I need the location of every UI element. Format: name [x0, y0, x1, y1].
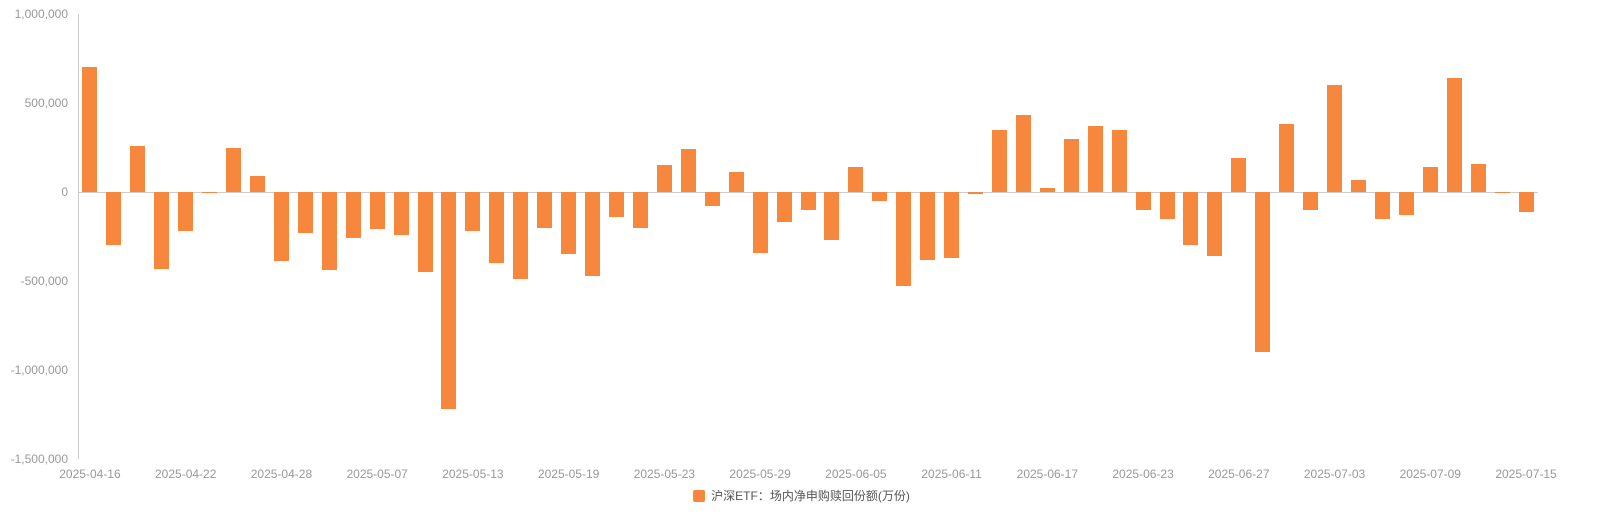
bar-2025-06-12 [968, 192, 984, 194]
y-axis-label: -1,500,000 [10, 452, 68, 466]
bar-2025-06-05 [848, 167, 864, 192]
bar-2025-04-29 [297, 192, 313, 233]
bar-2025-05-06 [345, 192, 361, 239]
x-axis-label: 2025-06-23 [1112, 467, 1174, 481]
x-axis-label: 2025-06-27 [1208, 467, 1270, 481]
x-axis-label: 2025-04-28 [250, 467, 313, 481]
bar-2025-07-01 [1279, 124, 1295, 192]
bar-2025-07-09 [1422, 167, 1438, 192]
bar-2025-05-26 [680, 149, 696, 192]
x-axis-label: 2025-06-11 [921, 467, 982, 481]
bar-2025-05-28 [728, 172, 744, 192]
bar-2025-04-30 [321, 192, 337, 271]
x-axis-label: 2025-07-03 [1303, 467, 1366, 481]
bar-2025-07-07 [1374, 192, 1390, 219]
legend-color-marker [693, 489, 706, 502]
bar-2025-06-24 [1159, 192, 1175, 219]
bar-2025-07-08 [1398, 192, 1414, 216]
y-axis-label: 500,000 [24, 96, 68, 110]
bar-2025-04-23 [202, 192, 218, 193]
bar-2025-06-18 [1063, 138, 1079, 192]
bar-2025-06-20 [1111, 129, 1127, 192]
bar-2025-05-08 [393, 192, 409, 235]
bar-2025-05-14 [489, 192, 505, 264]
bar-2025-06-26 [1207, 192, 1223, 257]
bar-2025-06-06 [872, 192, 888, 201]
bar-2025-05-23 [656, 165, 672, 192]
legend-item[interactable]: 沪深ETF：场内净申购赎回份额(万份) [0, 487, 1603, 504]
bar-2025-05-20 [585, 192, 601, 276]
bar-2025-06-13 [991, 129, 1007, 192]
x-axis-label: 2025-05-19 [537, 467, 600, 481]
bar-2025-05-27 [704, 192, 720, 207]
bar-2025-05-29 [752, 192, 768, 253]
bar-2025-05-09 [417, 192, 433, 273]
bar-2025-05-16 [537, 192, 553, 228]
legend-label: 沪深ETF：场内净申购赎回份额(万份) [711, 489, 910, 503]
y-axis-label: 1,000,000 [14, 7, 68, 21]
bar-2025-06-11 [944, 192, 960, 258]
bar-2025-05-15 [513, 192, 529, 280]
x-axis-label: 2025-07-15 [1495, 467, 1557, 481]
bar-2025-06-16 [1015, 115, 1031, 192]
x-axis-label: 2025-07-09 [1399, 467, 1461, 481]
bar-2025-04-21 [154, 192, 170, 269]
bar-2025-07-14 [1494, 192, 1510, 193]
bar-2025-04-18 [130, 145, 146, 192]
x-axis-label: 2025-06-05 [825, 467, 887, 481]
x-axis-label: 2025-05-23 [633, 467, 696, 481]
x-axis-label: 2025-06-17 [1016, 467, 1079, 481]
x-axis-label: 2025-05-29 [729, 467, 791, 481]
bar-2025-07-10 [1446, 78, 1462, 192]
bar-2025-06-09 [896, 192, 912, 287]
y-axis-label: -1,000,000 [10, 363, 68, 377]
bar-2025-05-30 [776, 192, 792, 223]
y-axis-line [78, 14, 79, 459]
bar-2025-07-04 [1350, 179, 1366, 192]
bar-2025-07-03 [1327, 85, 1343, 192]
bar-2025-06-04 [824, 192, 840, 241]
bar-2025-06-10 [920, 192, 936, 260]
bar-2025-04-22 [178, 192, 194, 232]
bar-2025-07-11 [1470, 163, 1486, 192]
bar-2025-06-30 [1255, 192, 1271, 353]
bar-2025-05-22 [632, 192, 648, 228]
bar-2025-04-17 [106, 192, 122, 246]
bar-2025-06-23 [1135, 192, 1151, 210]
bar-2025-07-15 [1518, 192, 1534, 212]
bar-2025-05-21 [609, 192, 625, 217]
bar-2025-05-07 [369, 192, 385, 230]
y-axis-label: -500,000 [20, 274, 68, 288]
bar-2025-06-27 [1231, 158, 1247, 192]
bar-2025-05-13 [465, 192, 481, 232]
bar-2025-07-02 [1303, 192, 1319, 210]
bar-2025-04-25 [250, 175, 265, 192]
bar-2025-06-19 [1087, 126, 1103, 192]
bar-2025-05-19 [561, 192, 577, 255]
y-axis-label: 0 [61, 185, 68, 199]
bar-2025-06-25 [1183, 192, 1199, 246]
bar-2025-06-17 [1039, 188, 1055, 192]
x-axis-label: 2025-05-13 [442, 467, 504, 481]
x-axis-label: 2025-05-07 [346, 467, 408, 481]
bar-2025-04-16 [82, 67, 98, 192]
bar-2025-06-03 [800, 192, 816, 210]
x-axis-label: 2025-04-22 [155, 467, 217, 481]
bar-2025-04-24 [226, 147, 242, 192]
x-axis-label: 2025-04-16 [59, 467, 121, 481]
bar-2025-04-28 [273, 192, 289, 262]
bar-2025-05-12 [441, 192, 457, 410]
